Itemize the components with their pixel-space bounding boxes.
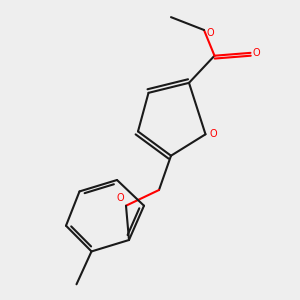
Text: O: O bbox=[253, 48, 260, 58]
Text: O: O bbox=[206, 28, 214, 38]
Text: O: O bbox=[210, 129, 218, 139]
Text: O: O bbox=[117, 193, 124, 203]
